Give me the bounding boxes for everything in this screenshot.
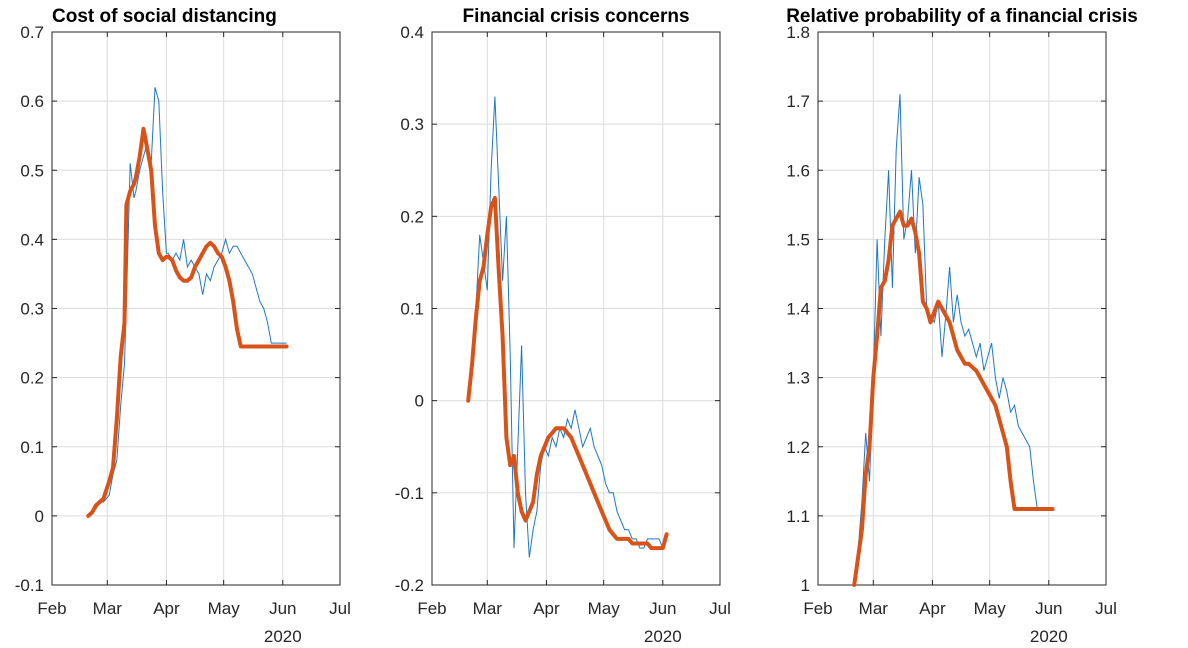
y-tick-label: -0.2 — [395, 576, 424, 595]
y-tick-label: -0.1 — [395, 484, 424, 503]
chart-panel-2: -0.2 -0.1 0 0.1 0.2 0.3 0.4 Feb Mar Apr May Jun Jul 2… — [395, 6, 731, 646]
series-line-smoothed — [86, 126, 289, 518]
y-tick-label: 1.3 — [786, 369, 810, 388]
y-tick-label: 0 — [35, 507, 44, 526]
y-tick-label: 0.3 — [400, 115, 424, 134]
series-line-smoothed — [466, 195, 669, 551]
x-tick-label: Feb — [37, 599, 66, 618]
x-tick-label: May — [208, 599, 241, 618]
x-tick-label: Jun — [269, 599, 296, 618]
y-tick-label: 1.7 — [786, 92, 810, 111]
x-tick-label: Jun — [649, 599, 676, 618]
y-tick-label: 0.5 — [20, 161, 44, 180]
y-tick-label: 0.1 — [20, 438, 44, 457]
y-tick-label: 0.3 — [20, 300, 44, 319]
series-line-raw — [467, 96, 668, 558]
x-tick-label: Mar — [859, 599, 889, 618]
x-year-label: 2020 — [264, 627, 302, 646]
chart-panel-1: -0.1 0 0.1 0.2 0.3 0.4 0.5 0.6 0.7 Feb Mar Apr May Ju… — [15, 6, 351, 646]
y-tick-label: 1.6 — [786, 161, 810, 180]
chart-panel-3: 1 1.1 1.2 1.3 1.4 1.5 1.6 1.7 1.8 Feb Mar Apr May Jun… — [786, 6, 1138, 646]
y-tick-label: 1.4 — [786, 300, 810, 319]
y-tick-label: 0.2 — [20, 369, 44, 388]
x-tick-label: Jun — [1035, 599, 1062, 618]
x-tick-label: May — [588, 599, 621, 618]
x-tick-label: Mar — [473, 599, 503, 618]
chart-title: Financial crisis concerns — [462, 6, 689, 27]
x-tick-label: Feb — [417, 599, 446, 618]
y-tick-label: 0.4 — [400, 23, 424, 42]
y-tick-label: 0.7 — [20, 23, 44, 42]
series-line-raw — [853, 94, 1053, 586]
chart-title: Relative probability of a financial cris… — [786, 6, 1138, 27]
y-tick-label: 0.1 — [400, 300, 424, 319]
x-year-label: 2020 — [644, 627, 682, 646]
x-tick-label: May — [974, 599, 1007, 618]
x-tick-label: Jul — [709, 599, 731, 618]
x-tick-label: Jul — [1095, 599, 1117, 618]
x-tick-label: Jul — [329, 599, 351, 618]
x-tick-label: Mar — [93, 599, 123, 618]
y-tick-label: 0 — [415, 392, 424, 411]
chart-title: Cost of social distancing — [52, 6, 277, 27]
y-tick-label: 1.1 — [786, 507, 810, 526]
x-tick-label: Apr — [919, 599, 946, 618]
y-tick-label: 1 — [801, 576, 810, 595]
series-line-raw — [87, 87, 287, 517]
y-tick-label: 1.8 — [786, 23, 810, 42]
y-tick-label: 1.2 — [786, 438, 810, 457]
x-tick-label: Apr — [153, 599, 180, 618]
series-line-smoothed — [852, 209, 1055, 587]
y-tick-label: 0.4 — [20, 230, 44, 249]
y-tick-label: -0.1 — [15, 576, 44, 595]
x-tick-label: Feb — [803, 599, 832, 618]
x-tick-label: Apr — [533, 599, 560, 618]
y-tick-label: 1.5 — [786, 230, 810, 249]
x-year-label: 2020 — [1030, 627, 1068, 646]
y-tick-label: 0.6 — [20, 92, 44, 111]
y-tick-label: 0.2 — [400, 207, 424, 226]
